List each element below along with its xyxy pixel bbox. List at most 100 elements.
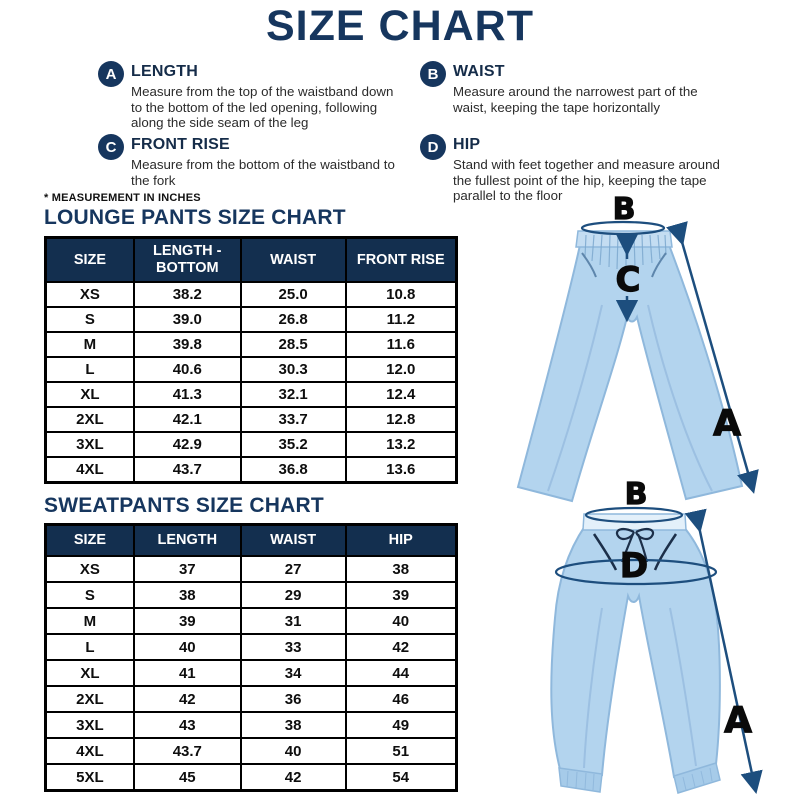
table-cell: 39.0	[132, 306, 242, 333]
lounge-pants-size-table: SIZE LENGTH - BOTTOM WAIST FRONT RISE XS 38.…	[44, 236, 458, 484]
table-row: M 39.8 28.5 11.6	[44, 331, 458, 358]
table-cell: 2XL	[44, 685, 135, 713]
page-title: SIZE CHART	[266, 2, 534, 50]
lounge-pants-illustration: B C A	[516, 195, 759, 503]
table-row: M 39 31 40	[44, 607, 458, 635]
legend-description: Measure around the narrowest part of the…	[453, 84, 698, 115]
legend-heading: FRONT RISE	[131, 136, 230, 153]
lounge-measurement-annotations: B C A	[580, 195, 759, 494]
table-row: 4XL 43.7 40 51	[44, 737, 458, 765]
table-cell: 33	[239, 633, 347, 661]
label-b: B	[625, 478, 648, 512]
letter-badge-c: C	[98, 134, 124, 160]
length-arrow	[666, 221, 759, 494]
sweatpants-size-table: SIZE LENGTH WAIST HIP XS 37 27 38 S 38 29 39 M 39 31 4…	[44, 523, 458, 792]
table-cell: 42.1	[132, 406, 242, 433]
legend-item-front-rise: C FRONT RISE Measure from the bottom of …	[98, 133, 398, 193]
table-cell: 3XL	[44, 431, 135, 458]
letter-badge-b: B	[420, 61, 446, 87]
table-header-row: SIZE LENGTH - BOTTOM WAIST FRONT RISE	[44, 236, 458, 283]
legend-heading: LENGTH	[131, 63, 198, 80]
table-cell: XS	[44, 281, 135, 308]
table-row: 3XL 42.9 35.2 13.2	[44, 431, 458, 458]
table-cell: 11.6	[344, 331, 458, 358]
table-cell: 54	[344, 763, 458, 792]
table-cell: 45	[132, 763, 242, 792]
table-cell: 31	[239, 607, 347, 635]
column-header: LENGTH - BOTTOM	[132, 236, 242, 283]
table-cell: S	[44, 306, 135, 333]
table-cell: 41	[132, 659, 242, 687]
table-cell: 2XL	[44, 406, 135, 433]
table-cell: XL	[44, 381, 135, 408]
letter-badge-a: A	[98, 61, 124, 87]
column-header: WAIST	[239, 523, 347, 557]
table-cell: 39	[344, 581, 458, 609]
label-a: A	[724, 700, 752, 741]
table-row: 5XL 45 42 54	[44, 763, 458, 792]
letter-badge-d: D	[420, 134, 446, 160]
table-cell: 40	[344, 607, 458, 635]
table-cell: 38	[132, 581, 242, 609]
table-cell: 35.2	[239, 431, 347, 458]
table-cell: 40.6	[132, 356, 242, 383]
table-cell: 12.0	[344, 356, 458, 383]
label-d: D	[620, 546, 648, 586]
column-header: HIP	[344, 523, 458, 557]
table-cell: 29	[239, 581, 347, 609]
table-cell: 26.8	[239, 306, 347, 333]
table-cell: 49	[344, 711, 458, 739]
waist-measure-ellipse	[584, 506, 684, 524]
label-a: A	[713, 403, 741, 444]
table-cell: 39	[132, 607, 242, 635]
column-header: FRONT RISE	[344, 236, 458, 283]
table-cell: 42	[132, 685, 242, 713]
table-cell: XS	[44, 555, 135, 583]
table-cell: L	[44, 356, 135, 383]
table-cell: 38.2	[132, 281, 242, 308]
table-cell: 38	[239, 711, 347, 739]
lounge-pants-section-title: LOUNGE PANTS SIZE CHART	[44, 206, 346, 229]
length-arrow	[684, 508, 763, 794]
legend-item-waist: B WAIST Measure around the narrowest par…	[420, 60, 720, 120]
table-cell: 43.7	[132, 737, 242, 765]
table-cell: 12.8	[344, 406, 458, 433]
table-cell: 40	[132, 633, 242, 661]
table-cell: 43	[132, 711, 242, 739]
table-row: XS 37 27 38	[44, 555, 458, 583]
table-cell: 30.3	[239, 356, 347, 383]
legend-description: Measure from the top of the waistband do…	[131, 84, 394, 131]
table-cell: 44	[344, 659, 458, 687]
table-cell: 28.5	[239, 331, 347, 358]
table-cell: 4XL	[44, 737, 135, 765]
measurement-unit-note: * MEASUREMENT IN INCHES	[44, 192, 201, 204]
label-c: C	[616, 260, 641, 300]
table-row: XL 41 34 44	[44, 659, 458, 687]
table-cell: 46	[344, 685, 458, 713]
column-header: WAIST	[239, 236, 347, 283]
sweat-measurement-annotations: B D A	[554, 478, 763, 794]
table-cell: 33.7	[239, 406, 347, 433]
table-header-row: SIZE LENGTH WAIST HIP	[44, 523, 458, 557]
table-row: 3XL 43 38 49	[44, 711, 458, 739]
table-cell: 10.8	[344, 281, 458, 308]
table-cell: 36.8	[239, 456, 347, 484]
table-row: XL 41.3 32.1 12.4	[44, 381, 458, 408]
table-cell: 3XL	[44, 711, 135, 739]
table-cell: 39.8	[132, 331, 242, 358]
legend-item-length: A LENGTH Measure from the top of the wai…	[98, 60, 398, 132]
table-cell: 42	[344, 633, 458, 661]
table-row: 2XL 42 36 46	[44, 685, 458, 713]
table-row: XS 38.2 25.0 10.8	[44, 281, 458, 308]
sweatpants-illustration: B D A	[550, 478, 763, 794]
legend-description: Stand with feet together and measure aro…	[453, 157, 720, 204]
table-cell: 42.9	[132, 431, 242, 458]
table-cell: 12.4	[344, 381, 458, 408]
table-cell: 27	[239, 555, 347, 583]
table-row: 4XL 43.7 36.8 13.6	[44, 456, 458, 484]
column-header: SIZE	[44, 236, 135, 283]
table-cell: M	[44, 331, 135, 358]
table-cell: 11.2	[344, 306, 458, 333]
table-row: L 40 33 42	[44, 633, 458, 661]
table-cell: 4XL	[44, 456, 135, 484]
